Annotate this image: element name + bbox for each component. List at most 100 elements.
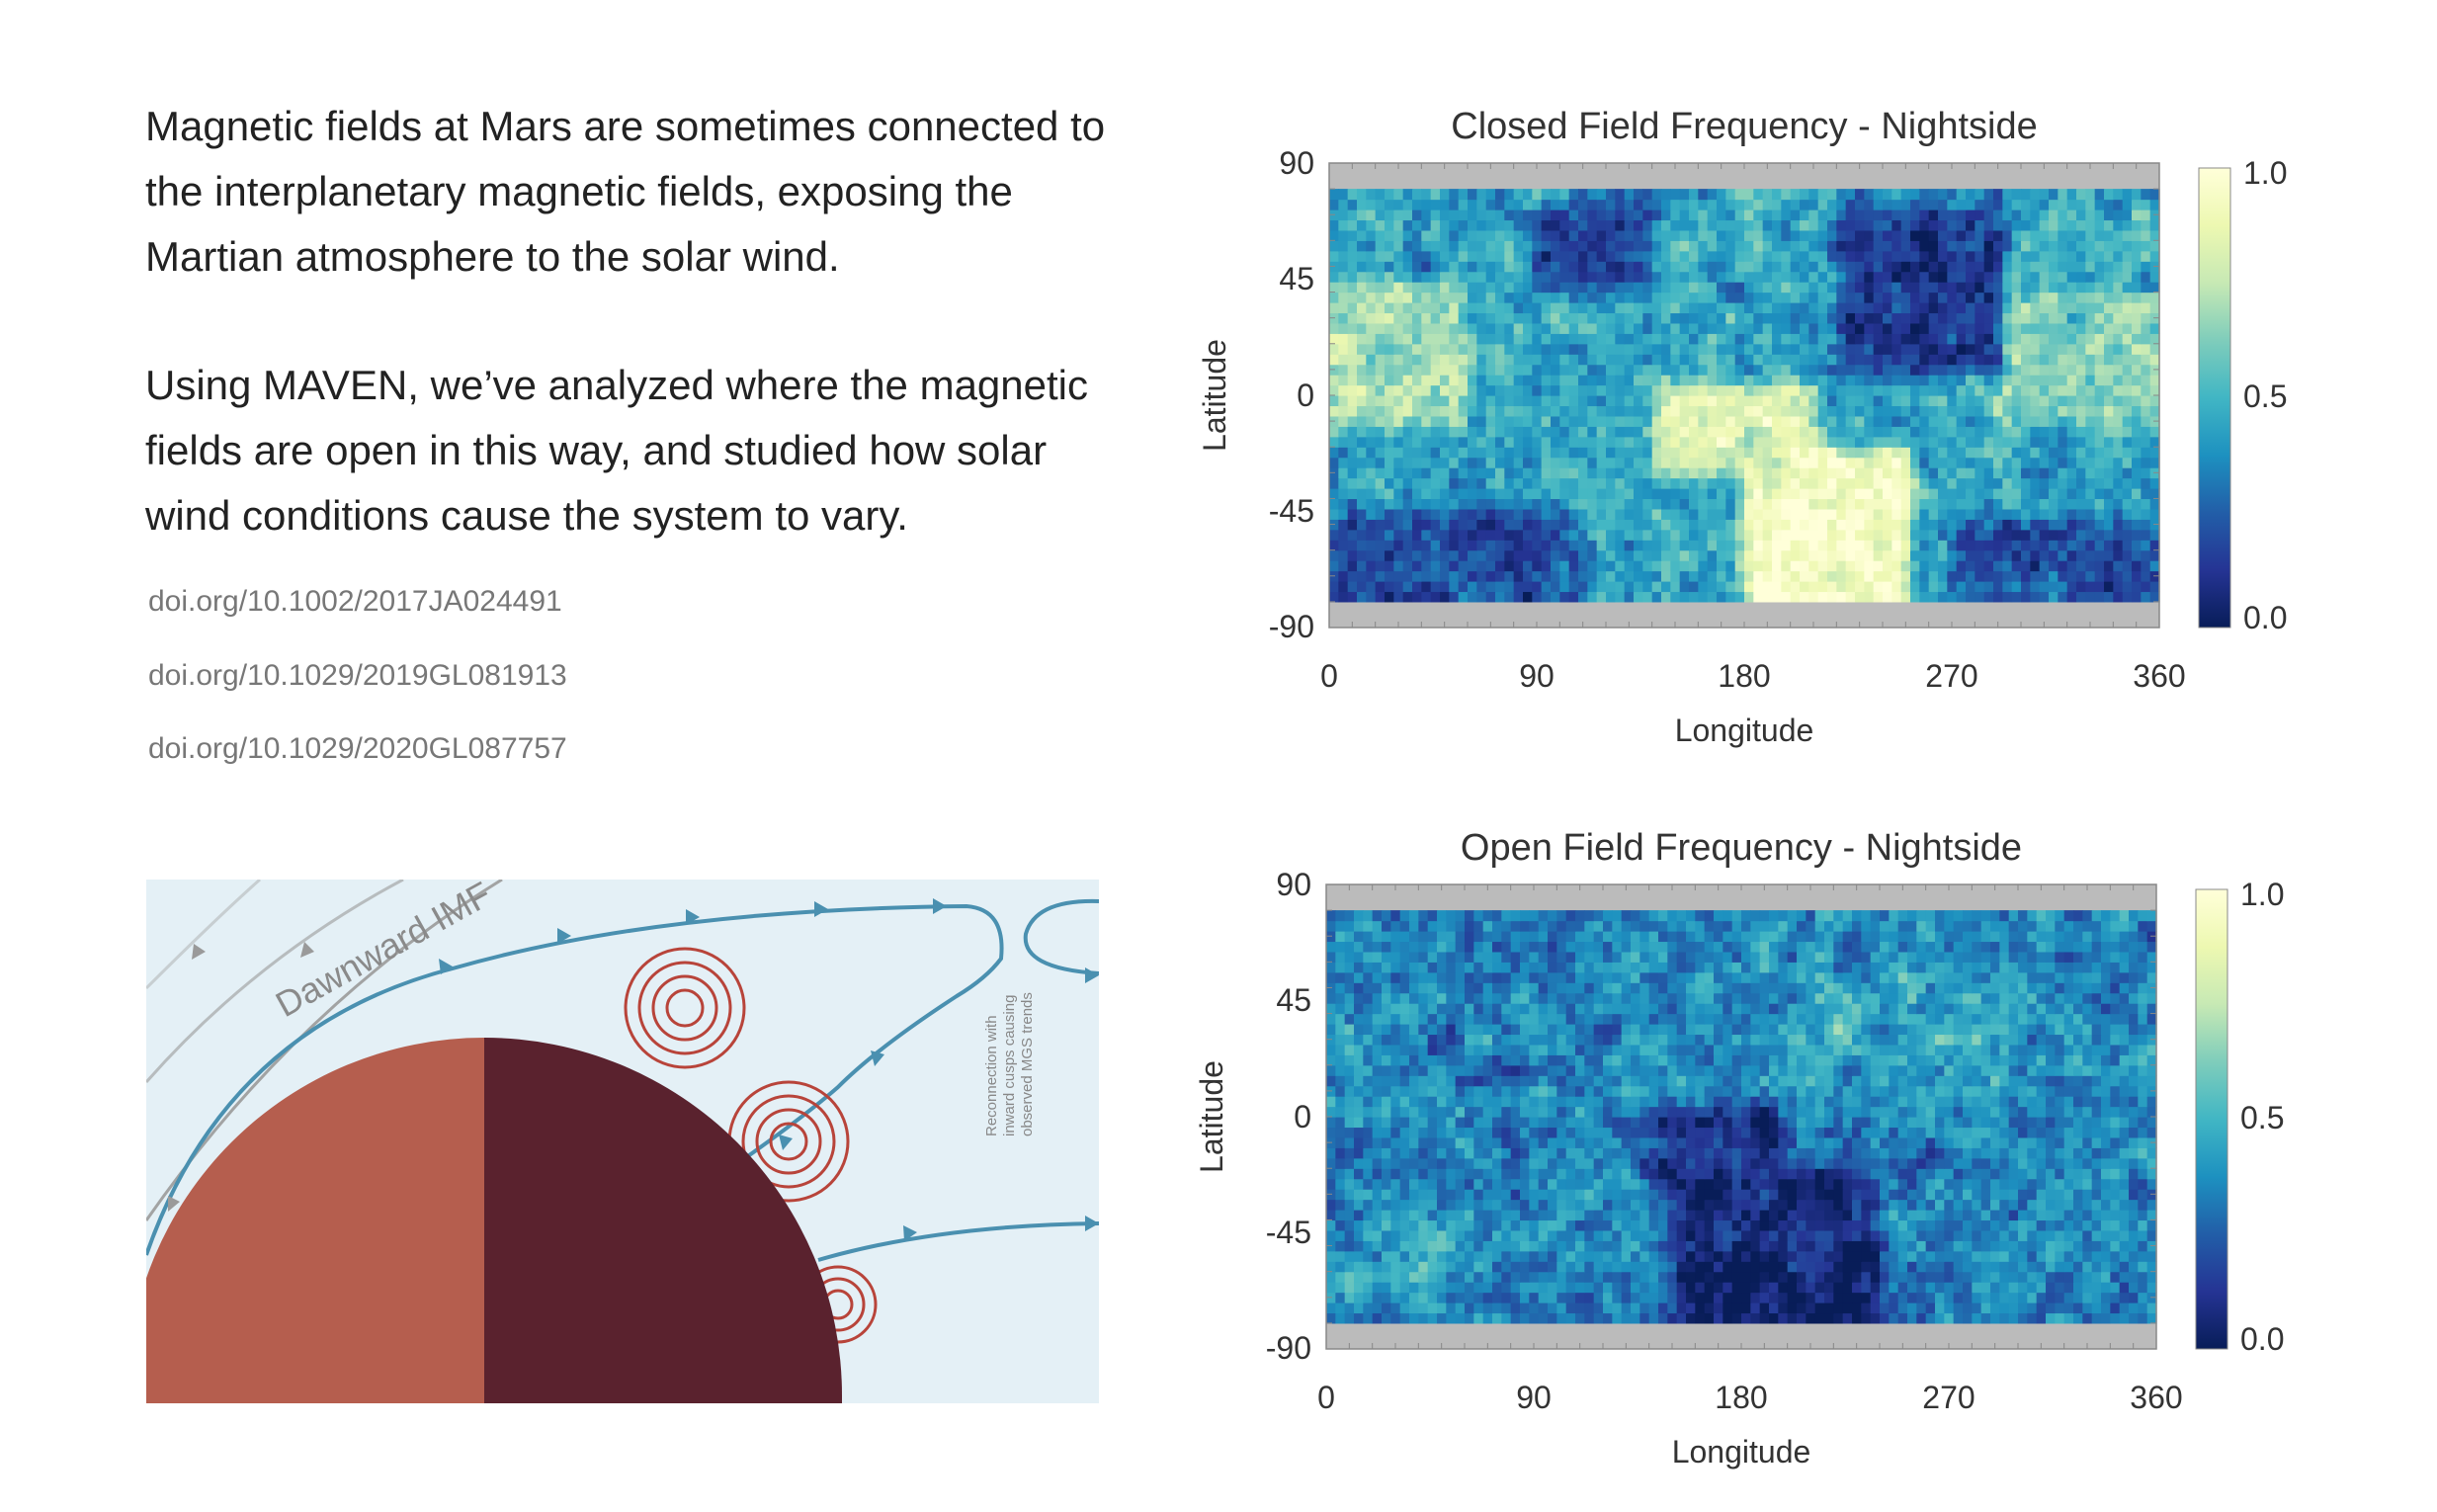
heatmap-cell xyxy=(1938,199,1948,210)
heatmap-cell xyxy=(1446,1250,1457,1262)
heatmap-cell xyxy=(1704,1261,1715,1273)
heatmap-cell xyxy=(1648,1282,1659,1294)
heatmap-cell xyxy=(1861,1240,1872,1252)
heatmap-cell xyxy=(1639,1302,1650,1314)
heatmap-cell xyxy=(2058,581,2068,593)
heatmap-cell xyxy=(1326,1229,1336,1241)
heatmap-cell xyxy=(1741,1312,1751,1324)
reference-link-3[interactable]: doi.org/10.1029/2020GL087757 xyxy=(148,732,567,765)
heatmap-cell xyxy=(1935,1229,1945,1241)
heatmap-cell xyxy=(1935,1271,1945,1283)
heatmap-cell xyxy=(1326,1219,1336,1231)
heatmap-cell xyxy=(1455,1261,1466,1273)
heatmap-cell xyxy=(1808,302,1819,314)
heatmap-cell xyxy=(1910,199,1920,210)
heatmap-cell xyxy=(1468,375,1477,386)
heatmap-cell xyxy=(1421,508,1432,520)
heatmap-cell xyxy=(1790,447,1801,459)
heatmap-cell xyxy=(1723,1219,1733,1231)
heatmap-cell xyxy=(1845,199,1856,210)
heatmap-cell xyxy=(1329,447,1339,459)
heatmap-cell xyxy=(1704,1178,1715,1190)
heatmap-cell xyxy=(1975,199,1985,210)
heatmap-cell xyxy=(1975,384,1985,396)
heatmap-cell xyxy=(1717,322,1726,334)
heatmap-cell xyxy=(1772,282,1782,294)
heatmap-cell xyxy=(1593,1219,1604,1231)
heatmap-cell xyxy=(1806,1271,1816,1283)
heatmap-cell xyxy=(1372,1240,1383,1252)
heatmap-cell xyxy=(1437,1312,1447,1324)
heatmap-cell xyxy=(1661,219,1671,231)
heatmap-cell xyxy=(1495,570,1505,582)
heatmap-cell xyxy=(1565,1250,1576,1262)
heatmap-cell xyxy=(1891,467,1902,479)
reference-link-2[interactable]: doi.org/10.1029/2019GL081913 xyxy=(148,659,567,692)
heatmap-cell xyxy=(1648,1178,1659,1190)
heatmap-cell xyxy=(1624,333,1635,345)
heatmap-cell xyxy=(1357,395,1367,407)
heatmap-cell xyxy=(1584,1302,1595,1314)
reference-link-1[interactable]: doi.org/10.1002/2017JA024491 xyxy=(148,585,562,618)
heatmap-cell xyxy=(1963,1219,1973,1231)
heatmap-cell xyxy=(2027,1229,2038,1241)
heatmap-cell xyxy=(1578,312,1588,324)
heatmap-cell xyxy=(2122,529,2133,541)
heatmap-cell xyxy=(1891,560,1902,572)
heatmap-cell xyxy=(1375,364,1386,376)
heatmap-cell xyxy=(2104,229,2114,241)
heatmap-cell xyxy=(1980,1240,1991,1252)
heatmap-cell xyxy=(1679,292,1690,303)
heatmap-cell xyxy=(2104,467,2114,479)
heatmap-cell xyxy=(1402,498,1413,510)
heatmap-cell xyxy=(2141,405,2151,417)
heatmap-cell xyxy=(2002,477,2013,489)
heatmap-cell xyxy=(1606,282,1616,294)
heatmap-cell xyxy=(1679,229,1690,241)
heatmap-cell xyxy=(1864,570,1875,582)
heatmap-cell xyxy=(1329,384,1339,396)
heatmap-cell xyxy=(2030,312,2041,324)
heatmap-cell xyxy=(1963,1292,1973,1303)
heatmap-cell xyxy=(1772,240,1782,252)
heatmap-cell xyxy=(1698,261,1709,273)
heatmap-cell xyxy=(1900,282,1911,294)
heatmap-cell xyxy=(2076,312,2086,324)
heatmap-cell xyxy=(1513,271,1524,283)
heatmap-cell xyxy=(1880,1250,1890,1262)
heatmap-cell xyxy=(1956,447,1967,459)
heatmap-cell xyxy=(1781,343,1792,355)
heatmap-cell xyxy=(1495,229,1505,241)
heatmap-cell xyxy=(2030,302,2041,314)
heatmap-cell xyxy=(1476,467,1487,479)
heatmap-cell xyxy=(1366,189,1377,201)
heatmap-cell xyxy=(1900,426,1911,438)
heatmap-cell xyxy=(1427,1250,1438,1262)
heatmap-cell xyxy=(1551,250,1560,262)
heatmap-cell xyxy=(1606,549,1616,561)
heatmap-cell xyxy=(1631,1240,1640,1252)
heatmap-cell xyxy=(1338,322,1349,334)
heatmap-cell xyxy=(1707,436,1718,448)
heatmap-cell xyxy=(1836,271,1847,283)
heatmap-cell xyxy=(1698,570,1709,582)
heatmap-cell xyxy=(1634,529,1643,541)
heatmap-cell xyxy=(1778,1271,1789,1283)
heatmap-cell xyxy=(1707,271,1718,283)
heatmap-cell xyxy=(1523,540,1533,551)
heatmap-cell xyxy=(1338,529,1349,541)
heatmap-cell xyxy=(1347,333,1358,345)
heatmap-cell xyxy=(1689,549,1699,561)
heatmap-cell xyxy=(1615,302,1626,314)
heatmap-cell xyxy=(1338,354,1349,366)
heatmap-cell xyxy=(2146,1261,2157,1273)
heatmap-cell xyxy=(1372,1282,1383,1294)
heatmap-cell xyxy=(2132,354,2142,366)
heatmap-cell xyxy=(1529,1261,1540,1273)
heatmap-cell xyxy=(1938,457,1948,468)
heatmap-cell xyxy=(1873,549,1884,561)
heatmap-cell xyxy=(2091,1219,2102,1231)
heatmap-cell xyxy=(1891,333,1902,345)
heatmap-cell xyxy=(2149,199,2160,210)
heatmap-cell xyxy=(1734,581,1745,593)
